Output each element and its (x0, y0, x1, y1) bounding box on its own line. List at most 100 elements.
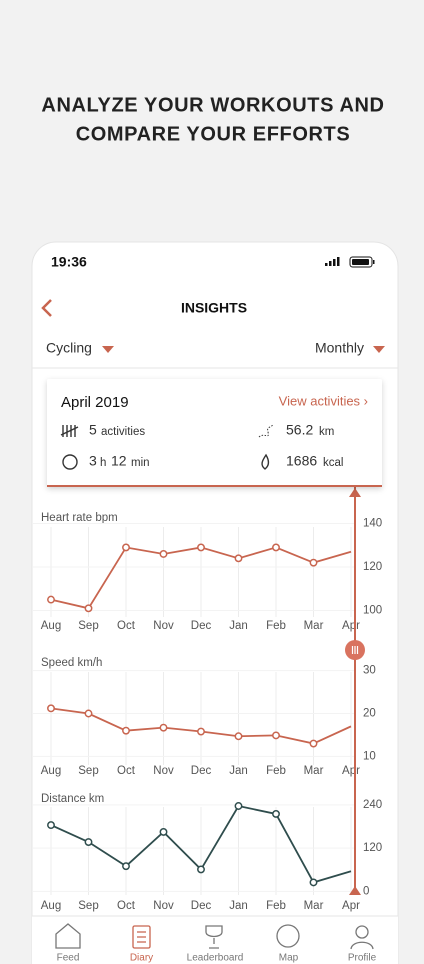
tab-label[interactable]: Leaderboard (187, 953, 244, 964)
distance-unit: km (319, 426, 334, 438)
x-tick-label: Oct (117, 765, 136, 777)
period-filter[interactable]: Monthly (315, 340, 364, 356)
x-tick-label: Sep (78, 620, 98, 632)
chart-title: Heart rate bpm (41, 512, 118, 524)
handle-grip (351, 646, 359, 654)
tab-labels: Feed Diary Leaderboard Map Profile (57, 953, 377, 964)
data-point (272, 543, 280, 552)
diary-icon (132, 925, 151, 949)
chart-title: Distance km (41, 793, 104, 805)
tab-label[interactable]: Profile (348, 953, 377, 964)
energy-value: 1686 (286, 453, 317, 469)
y-tick-label: 240 (363, 799, 382, 811)
energy-icon (261, 453, 270, 470)
x-tick-label: Feb (266, 765, 286, 777)
data-point (159, 723, 168, 732)
status-time: 19:36 (51, 254, 87, 270)
data-point (309, 878, 318, 887)
y-tick-label: 30 (363, 665, 376, 677)
x-tick-label: Feb (266, 900, 286, 912)
feed-icon (55, 923, 81, 949)
x-tick-label: Mar (304, 900, 324, 912)
data-point (84, 838, 93, 846)
headline: ANALYZE YOUR WORKOUTS AND (41, 94, 384, 116)
data-point (47, 595, 55, 604)
data-point (122, 543, 130, 552)
sport-filter[interactable]: Cycling (46, 340, 92, 356)
tab-label[interactable]: Diary (130, 953, 153, 964)
x-tick-label: Mar (304, 620, 324, 632)
diary-icon-lines (137, 931, 146, 943)
charts: Heart rate bpm Aug Sep Oct Nov Dec Jan Feb Mar Ap… (33, 512, 382, 912)
x-tick-label: Mar (304, 765, 324, 777)
x-tick-label: Jan (229, 765, 248, 777)
data-point (84, 604, 93, 613)
y-tick-label: 10 (363, 750, 376, 762)
x-tick-label: Aug (41, 765, 61, 777)
x-tick-label: Nov (153, 620, 174, 632)
x-tick-label: Apr (342, 900, 360, 912)
tab-bar (32, 916, 398, 964)
activities-value: 5 (89, 422, 97, 438)
data-point (309, 739, 318, 748)
dropdown-arrow (102, 346, 114, 353)
tab-label[interactable]: Map (279, 953, 299, 964)
x-tick-label: Dec (191, 765, 212, 777)
x-tick-label: Oct (117, 620, 136, 632)
duration-hours-unit: h (100, 457, 106, 469)
distance-value: 56.2 (286, 422, 313, 438)
x-tick-label: Aug (41, 900, 61, 912)
x-tick-label: Nov (153, 900, 174, 912)
data-point (197, 727, 205, 736)
selection-marker (349, 886, 361, 895)
data-point (197, 543, 205, 552)
data-point (272, 809, 280, 818)
x-tick-label: Sep (78, 765, 98, 777)
x-tick-label: Apr (342, 620, 360, 632)
data-point (122, 726, 130, 735)
data-point (234, 554, 243, 563)
data-point (122, 862, 130, 871)
data-point (159, 550, 168, 558)
y-tick-label: 120 (363, 561, 382, 573)
view-activities-link[interactable]: View activities › (279, 393, 368, 408)
duration-icon (62, 454, 78, 470)
back-button[interactable] (41, 299, 52, 317)
x-tick-label: Jan (229, 900, 248, 912)
x-tick-label: Dec (191, 620, 212, 632)
map-icon (276, 924, 300, 948)
dropdown-arrow (373, 346, 385, 353)
data-point (47, 821, 55, 830)
tab-label[interactable]: Feed (57, 953, 80, 964)
chart-title: Speed km/h (41, 657, 102, 669)
x-tick-label: Sep (78, 900, 98, 912)
status-icons (325, 256, 375, 268)
screen-title: INSIGHTS (181, 300, 247, 316)
y-tick-label: 120 (363, 842, 382, 854)
data-point (47, 704, 55, 713)
y-tick-label: 100 (363, 605, 382, 617)
profile-icon-body (350, 941, 374, 950)
leaderboard-icon (205, 925, 223, 949)
y-tick-label: 20 (363, 708, 376, 720)
selection-marker (349, 488, 361, 497)
summary-month: April 2019 (61, 394, 129, 411)
x-tick-label: Oct (117, 900, 136, 912)
data-point (234, 802, 243, 810)
data-point (84, 709, 93, 718)
distance-icon (258, 423, 274, 438)
profile-icon (355, 925, 369, 939)
activities-icon (60, 425, 79, 437)
x-tick-label: Feb (266, 620, 286, 632)
x-tick-label: Jan (229, 620, 248, 632)
data-point (309, 558, 318, 567)
x-tick-label: Nov (153, 765, 174, 777)
x-tick-label: Apr (342, 765, 360, 777)
data-point (234, 732, 243, 741)
activities-unit: activities (101, 426, 145, 438)
y-tick-label: 140 (363, 518, 382, 530)
x-tick-label: Aug (41, 620, 61, 632)
data-point (272, 731, 280, 740)
duration-minutes-unit: min (131, 457, 150, 469)
